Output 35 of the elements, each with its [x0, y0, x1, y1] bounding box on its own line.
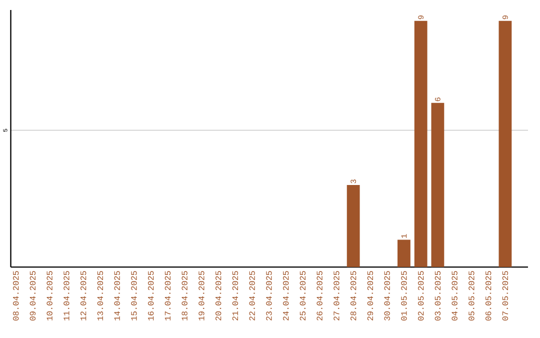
x-tick-label: 30.04.2025 [384, 271, 390, 321]
bar [398, 240, 410, 268]
x-tick-label: 06.05.2025 [485, 271, 492, 321]
x-tick-label: 02.05.2025 [418, 271, 424, 321]
x-tick-label: 17.04.2025 [164, 271, 171, 321]
x-tick-label: 16.04.2025 [148, 271, 154, 321]
x-tick-label: 10.04.2025 [46, 271, 52, 321]
x-tick-label: 19.04.2025 [198, 271, 204, 321]
x-tick-label: 26.04.2025 [316, 271, 322, 321]
x-tick-label: 15.04.2025 [131, 271, 137, 321]
x-tick-label: 20.04.2025 [215, 271, 222, 321]
x-tick-label: 07.05.2025 [502, 271, 508, 321]
x-tick-label: 05.05.2025 [468, 271, 474, 321]
x-tick-label: 21.04.2025 [232, 271, 238, 321]
x-tick-label: 11.04.2025 [64, 271, 70, 321]
bar [498, 21, 512, 268]
x-tick-label: 01.05.2025 [401, 271, 407, 321]
x-tick-label: 24.04.2025 [282, 271, 289, 321]
x-tick-label: 03.05.2025 [434, 271, 441, 321]
x-tick-label: 29.04.2025 [367, 271, 374, 321]
x-tick-label: 27.04.2025 [334, 271, 340, 321]
bar [414, 21, 428, 268]
x-tick-label: 12.04.2025 [80, 271, 86, 321]
x-tick-label: 28.04.2025 [350, 271, 356, 321]
bar [346, 185, 360, 268]
x-tick-label: 08.04.2025 [12, 271, 19, 321]
x-tick-label: 25.04.2025 [300, 271, 306, 321]
bar [431, 103, 444, 268]
x-tick-label: 13.04.2025 [97, 271, 104, 321]
x-tick-label: 22.04.2025 [249, 271, 255, 321]
x-tick-label: 23.04.2025 [266, 271, 272, 321]
x-tick-label: 04.05.2025 [452, 271, 458, 321]
x-tick-label: 14.04.2025 [114, 271, 120, 321]
x-tick-label: 09.04.2025 [30, 271, 36, 321]
x-tick-label: 18.04.2025 [182, 271, 188, 321]
